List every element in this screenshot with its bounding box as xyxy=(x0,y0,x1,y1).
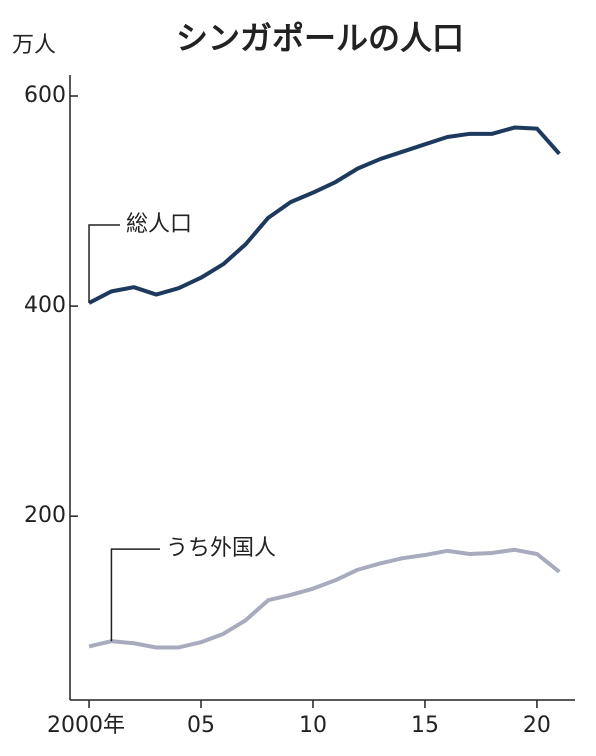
series-label: うち外国人 xyxy=(166,536,276,561)
series-label: 総人口 xyxy=(126,212,192,237)
data-line xyxy=(88,125,561,305)
y-tick-label: 600 xyxy=(24,83,66,108)
x-tick-label: 15 xyxy=(411,713,439,738)
chart-title: シンガポールの人口 xyxy=(176,19,464,57)
leader-line xyxy=(110,548,160,642)
x-tick-label: 2000年 xyxy=(47,713,125,738)
y-tick-label: 200 xyxy=(24,503,66,528)
y-tick-label: 400 xyxy=(24,293,66,318)
data-line xyxy=(88,547,561,650)
x-tick-label: 05 xyxy=(187,713,215,738)
y-axis-label: 万人 xyxy=(12,33,56,58)
x-tick-label: 20 xyxy=(523,713,551,738)
x-tick-label: 10 xyxy=(299,713,327,738)
leader-line xyxy=(88,224,120,303)
